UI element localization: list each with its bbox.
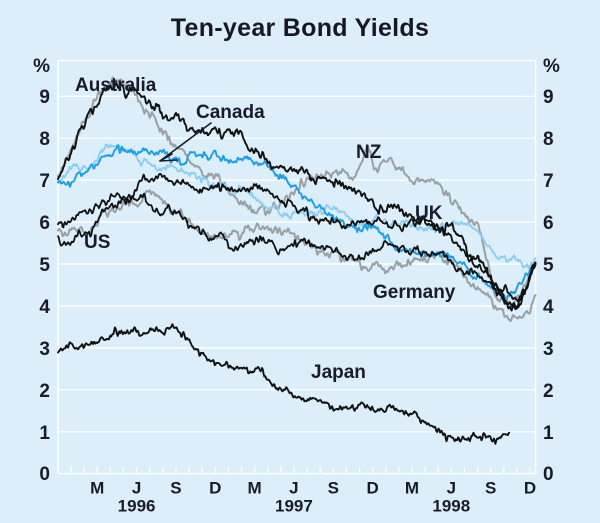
svg-text:M: M	[90, 479, 104, 498]
svg-text:2: 2	[543, 381, 554, 402]
svg-text:M: M	[248, 479, 262, 498]
svg-text:5: 5	[39, 255, 50, 276]
svg-text:4: 4	[543, 297, 554, 318]
svg-text:S: S	[485, 479, 496, 498]
svg-text:0: 0	[39, 464, 50, 485]
svg-text:6: 6	[39, 213, 50, 234]
svg-text:1998: 1998	[432, 497, 470, 516]
svg-text:8: 8	[543, 129, 554, 150]
svg-text:NZ: NZ	[356, 142, 382, 163]
svg-text:D: D	[209, 479, 221, 498]
svg-text:M: M	[405, 479, 419, 498]
svg-text:%: %	[543, 56, 560, 77]
svg-text:0: 0	[543, 464, 554, 485]
svg-text:3: 3	[543, 339, 554, 360]
svg-text:9: 9	[39, 87, 50, 108]
svg-text:2: 2	[39, 381, 50, 402]
svg-text:US: US	[84, 232, 110, 253]
svg-text:S: S	[328, 479, 339, 498]
svg-text:1: 1	[39, 423, 50, 444]
svg-text:UK: UK	[415, 203, 443, 224]
svg-text:Australia: Australia	[75, 75, 157, 96]
svg-text:D: D	[524, 479, 536, 498]
svg-text:D: D	[366, 479, 378, 498]
svg-text:J: J	[289, 479, 298, 498]
svg-text:Germany: Germany	[373, 282, 456, 303]
svg-text:7: 7	[39, 171, 50, 192]
svg-text:4: 4	[39, 297, 50, 318]
svg-text:9: 9	[543, 87, 554, 108]
svg-text:Canada: Canada	[196, 102, 265, 123]
svg-text:7: 7	[543, 171, 554, 192]
svg-text:8: 8	[39, 129, 50, 150]
svg-text:S: S	[170, 479, 181, 498]
svg-text:Japan: Japan	[311, 362, 366, 383]
svg-text:1996: 1996	[118, 497, 156, 516]
svg-text:3: 3	[39, 339, 50, 360]
svg-text:1997: 1997	[275, 497, 313, 516]
svg-text:5: 5	[543, 255, 554, 276]
svg-text:J: J	[132, 479, 141, 498]
svg-text:6: 6	[543, 213, 554, 234]
svg-text:%: %	[33, 56, 50, 77]
svg-text:1: 1	[543, 423, 554, 444]
svg-text:J: J	[447, 479, 456, 498]
